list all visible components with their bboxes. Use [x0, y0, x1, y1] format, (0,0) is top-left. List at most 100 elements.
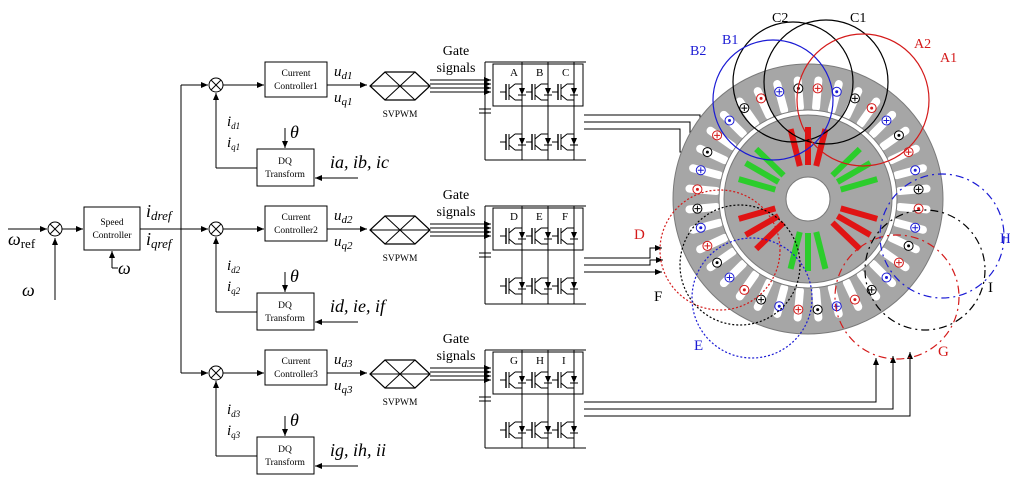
conductor-dot [870, 106, 874, 110]
current-controller-3-label-1: Current [281, 357, 310, 367]
ud3-label: ud3 [334, 352, 353, 370]
conductor-dot [907, 244, 911, 248]
winding-c2-arc [732, 21, 854, 143]
gate-signals-3-l2: signals [437, 349, 476, 364]
leg-d-label: D [510, 211, 518, 223]
winding-c1-arc [763, 19, 889, 145]
current-controller-2-label-1: Current [281, 213, 310, 223]
dq-transform-3-l1: DQ [278, 445, 292, 455]
iq1-fb-label: iq1 [227, 135, 240, 152]
ud2-label: ud2 [334, 208, 353, 226]
rotor-coil-segment [813, 128, 829, 167]
channel-1: Current Controller1 ud1 uq1 SVPWM Gate s… [208, 44, 491, 187]
rotor-coil-segment [754, 220, 786, 252]
phase-currents-2-label: id, ie, if [330, 296, 388, 316]
current-controller-1-label-1: Current [281, 69, 310, 79]
channel-2: Current Controller2 ud2 uq2 SVPWM Gate s… [208, 188, 491, 331]
phase-currents-1-label: ia, ib, ic [330, 152, 389, 172]
conductor-cross [868, 286, 875, 293]
id1-fb-label: id1 [227, 114, 240, 131]
winding-e-arc [691, 237, 813, 359]
gate-signals-1-l1: Gate [443, 44, 469, 59]
conductor-cross [912, 224, 919, 231]
winding-label-b1: B1 [722, 33, 738, 48]
conductor-cross [726, 274, 733, 281]
winding-i-arc [864, 209, 986, 331]
speed-controller-label-1: Speed [100, 218, 123, 228]
winding-label-b2: B2 [690, 44, 706, 59]
winding-h-arc [879, 173, 1005, 299]
leg-h-label: H [536, 355, 544, 367]
conductor-dot [705, 150, 709, 154]
leg-c-label: C [562, 67, 569, 79]
iq-ref-label: iqref [146, 229, 174, 251]
conductor-dot [728, 119, 732, 123]
omega-feedback-label: ω [22, 280, 35, 300]
theta-3-label: θ [290, 410, 299, 430]
rotor-coil-segment [754, 146, 786, 178]
winding-label-a1: A1 [940, 51, 957, 66]
igbt-upper-e [525, 227, 553, 245]
uq1-label: uq1 [334, 90, 353, 108]
id2-fb-label: id2 [227, 258, 241, 275]
conductor-dot [695, 187, 699, 191]
winding-label-h: H [1000, 231, 1010, 247]
leg-e-label: E [536, 211, 543, 223]
dq-transform-3-l2: Transform [265, 457, 305, 468]
winding-label-f: F [654, 289, 662, 305]
id3-fb-label: id3 [227, 402, 241, 419]
conductor-dot [835, 90, 839, 94]
winding-label-d: D [634, 227, 645, 243]
leg-f-label: F [562, 211, 568, 223]
winding-d-arc [659, 189, 781, 311]
conductor-cross [915, 186, 922, 193]
dq-transform-2-l2: Transform [265, 313, 305, 324]
uq2-label: uq2 [334, 234, 353, 252]
conductor-dot [897, 133, 901, 137]
rotor-coil-segment [830, 220, 862, 252]
ud1-label: ud1 [334, 64, 353, 82]
conductor-cross [776, 88, 783, 95]
conductor-cross [714, 132, 721, 139]
rotor-coil-segment [830, 146, 862, 178]
igbt-lower-c [551, 133, 579, 151]
speed-controller-block [83, 206, 141, 251]
conductor-dot [816, 308, 820, 312]
winding-label-e: E [694, 338, 703, 354]
conductor-cross [704, 242, 711, 249]
svpwm-2-label: SVPWM [383, 254, 418, 264]
speed-summing-junction [47, 221, 63, 237]
svpwm-2-hexagon [369, 215, 431, 245]
iq2-fb-label: iq2 [227, 279, 241, 296]
igbt-lower-e [525, 277, 553, 295]
iq3-fb-label: iq3 [227, 423, 241, 440]
winding-label-i: I [988, 280, 993, 296]
phase-currents-3-label: ig, ih, ii [330, 440, 386, 460]
leg-b-label: B [536, 67, 543, 79]
conductor-cross [758, 296, 765, 303]
conductor-dot [913, 168, 917, 172]
conductor-cross [905, 149, 912, 156]
inverter-1: A B C [479, 61, 586, 161]
dq-transform-3 [256, 436, 315, 475]
gate-signals-3-l1: Gate [443, 332, 469, 347]
igbt-upper-g [499, 371, 527, 389]
leg-i-label: I [562, 355, 566, 367]
channel-3: Current Controller3 ud3 uq3 SVPWM Gate s… [208, 332, 491, 475]
dq-transform-2-l1: DQ [278, 301, 292, 311]
winding-a-arc [796, 33, 930, 167]
conductor-dot [917, 207, 921, 211]
svpwm-3-hexagon [369, 359, 431, 389]
speed-controller-label-2: Controller [92, 231, 132, 241]
motor-cross-section [659, 19, 1005, 360]
winding-label-c2: C2 [772, 11, 788, 26]
igbt-upper-i [551, 371, 579, 389]
conductor-cross [883, 117, 890, 124]
gate-signals-2-l2: signals [437, 205, 476, 220]
conductor-cross [814, 85, 821, 92]
igbt-lower-g [499, 421, 527, 439]
shaft-bore [785, 176, 831, 222]
summing-junction-3 [208, 365, 224, 381]
